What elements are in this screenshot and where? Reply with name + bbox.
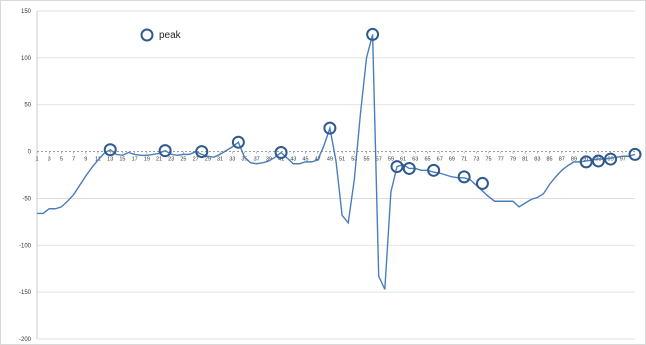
x-tick-label: 41	[278, 157, 284, 163]
x-tick-label: 81	[522, 157, 528, 163]
x-tick-label: 91	[583, 157, 589, 163]
y-tick-label: -100	[19, 243, 32, 249]
x-tick-label: 35	[241, 157, 247, 163]
x-tick-label: 33	[229, 157, 235, 163]
peak-marker	[158, 144, 172, 158]
peak-marker	[103, 143, 117, 157]
x-tick-label: 89	[571, 157, 577, 163]
x-tick-label: 45	[302, 157, 308, 163]
x-tick-label: 67	[437, 157, 443, 163]
peak-marker	[457, 170, 471, 184]
x-tick-label: 71	[461, 157, 467, 163]
x-tick-label: 17	[132, 157, 138, 163]
gridlines	[37, 10, 635, 340]
x-tick-label: 21	[156, 157, 162, 163]
y-tick-label: 0	[28, 150, 32, 156]
x-tick-label: 31	[217, 157, 223, 163]
legend: peak	[140, 28, 182, 42]
x-tick-label: 63	[412, 157, 418, 163]
y-tick-label: 50	[24, 103, 31, 109]
x-tick-label: 69	[449, 157, 455, 163]
legend-marker-icon	[140, 28, 154, 42]
peak-marker	[579, 155, 593, 169]
x-tick-label: 77	[498, 157, 504, 163]
y-tick-label: 100	[21, 56, 32, 62]
y-tick-label: -50	[22, 196, 31, 202]
x-tick-label: 49	[327, 157, 333, 163]
x-tick-label: 5	[60, 157, 63, 163]
x-tick-label: 59	[388, 157, 394, 163]
x-tick-label: 53	[351, 157, 357, 163]
x-tick-label: 95	[608, 157, 614, 163]
peak-marker	[427, 163, 441, 177]
peak-marker	[366, 27, 380, 41]
peak-marker	[231, 135, 245, 149]
peak-marker	[604, 152, 618, 166]
series-line	[37, 34, 636, 290]
x-tick-label: 37	[254, 157, 260, 163]
x-tick-label: 85	[547, 157, 553, 163]
y-tick-label: -200	[19, 337, 32, 343]
x-tick-label: 19	[144, 157, 150, 163]
x-tick-label: 7	[72, 157, 75, 163]
x-tick-label: 1	[35, 157, 38, 163]
x-tick-label: 83	[534, 157, 540, 163]
peak-marker	[628, 147, 642, 161]
x-tick-label: 75	[485, 157, 491, 163]
x-tick-label: 51	[339, 157, 345, 163]
y-axis: 150 100 50 0 -50 -100 -150 -200	[19, 9, 38, 343]
x-tick-label: 43	[290, 157, 296, 163]
x-tick-label: 25	[180, 157, 186, 163]
x-tick-label: 13	[107, 157, 113, 163]
peak-markers	[103, 27, 642, 190]
x-tick-label: 29	[205, 157, 211, 163]
x-tick-label: 27	[193, 157, 199, 163]
x-tick-label: 65	[424, 157, 430, 163]
y-tick-label: 150	[21, 9, 32, 15]
peak-marker	[390, 160, 404, 174]
peak-marker	[195, 145, 209, 159]
x-tick-label: 57	[376, 157, 382, 163]
x-axis: 1 3 5 7 9 11 13 15 17 19 21 23 25 27 29 31 33 35 37 39 41 43 4…	[35, 151, 626, 163]
x-tick-label: 9	[84, 157, 87, 163]
y-tick-label: -150	[19, 290, 32, 296]
legend-label: peak	[159, 30, 182, 41]
x-tick-label: 97	[620, 157, 626, 163]
x-tick-label: 23	[168, 157, 174, 163]
peak-marker	[591, 154, 605, 168]
peak-marker	[475, 176, 489, 190]
x-tick-label: 15	[119, 157, 125, 163]
x-tick-label: 79	[510, 157, 516, 163]
x-tick-label: 61	[400, 157, 406, 163]
peak-marker	[274, 146, 288, 160]
peak-marker	[323, 121, 337, 135]
x-tick-label: 39	[266, 157, 272, 163]
x-tick-label: 87	[559, 157, 565, 163]
x-tick-label: 55	[363, 157, 369, 163]
x-tick-label: 3	[48, 157, 51, 163]
peak-marker	[402, 161, 416, 175]
x-tick-label: 73	[473, 157, 479, 163]
